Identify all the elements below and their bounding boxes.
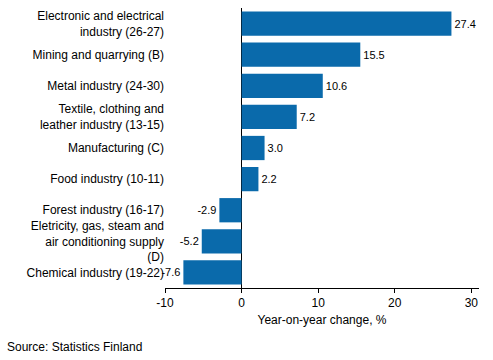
svg-text:30: 30 [465, 296, 479, 310]
svg-text:Eletricity, gas, steam andair: Eletricity, gas, steam andair conditioni… [31, 219, 164, 264]
svg-text:2.2: 2.2 [261, 173, 276, 185]
svg-text:Year-on-year change, %: Year-on-year change, % [258, 313, 387, 327]
svg-text:-10: -10 [156, 296, 174, 310]
svg-text:Forest industry (16-17): Forest industry (16-17) [43, 203, 164, 217]
svg-text:7.2: 7.2 [300, 111, 315, 123]
svg-text:-7.6: -7.6 [161, 266, 180, 278]
svg-text:0: 0 [238, 296, 245, 310]
svg-text:Electronic and electricalindus: Electronic and electricalindustry (26-27… [37, 9, 164, 39]
svg-text:-5.2: -5.2 [180, 235, 199, 247]
svg-text:Food industry (10-11): Food industry (10-11) [50, 172, 164, 186]
svg-text:27.4: 27.4 [454, 18, 475, 30]
svg-text:10.6: 10.6 [326, 80, 347, 92]
svg-text:Chemical industry (19-22): Chemical industry (19-22) [27, 266, 164, 280]
svg-text:3.0: 3.0 [268, 142, 283, 154]
svg-text:-2.9: -2.9 [197, 204, 216, 216]
svg-text:Manufacturing (C): Manufacturing (C) [68, 141, 164, 155]
svg-text:10: 10 [311, 296, 325, 310]
svg-text:Textile, clothing andleather i: Textile, clothing andleather industry (1… [40, 102, 164, 132]
svg-text:Metal industry (24-30): Metal industry (24-30) [47, 79, 164, 93]
svg-text:20: 20 [388, 296, 402, 310]
svg-text:Source: Statistics Finland: Source: Statistics Finland [7, 340, 142, 354]
svg-text:Mining and quarrying (B): Mining and quarrying (B) [33, 48, 164, 62]
svg-text:15.5: 15.5 [363, 49, 384, 61]
